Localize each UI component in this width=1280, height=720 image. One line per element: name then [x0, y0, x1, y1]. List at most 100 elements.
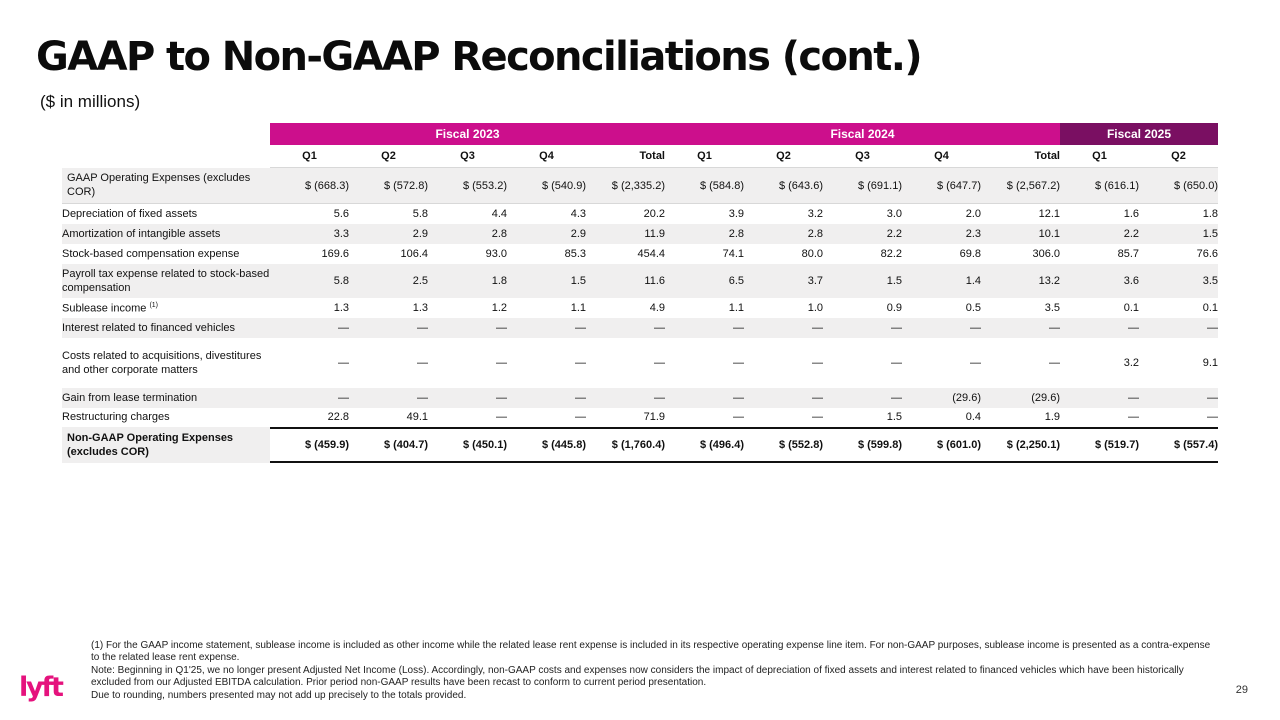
- row-label-text: Non-GAAP Operating Expenses (excludes CO…: [67, 431, 234, 458]
- table-cell: 2.3: [902, 223, 981, 244]
- table-cell: $ (552.8): [744, 426, 823, 463]
- table-cell: $ (404.7): [349, 426, 428, 463]
- table-cell: 13.2: [981, 263, 1060, 298]
- column-header-q1-2024: Q1: [665, 145, 744, 168]
- table-cell: 3.5: [1139, 263, 1218, 298]
- row-label: Depreciation of fixed assets: [62, 204, 270, 224]
- table-cell: —: [1128, 411, 1139, 423]
- column-header-q3-2024: Q3: [823, 145, 902, 168]
- table-cell: 2.2: [823, 223, 902, 244]
- row-label: Restructuring charges: [62, 408, 270, 428]
- adjustment-row: Interest related to financed vehicles — — —…: [62, 317, 1218, 338]
- table-cell: 0.1: [1123, 301, 1139, 314]
- table-cell: 2.5: [349, 263, 428, 298]
- column-header-q4-2024: Q4: [902, 145, 981, 168]
- table-cell: 9.1: [1202, 356, 1218, 369]
- table-cell: —: [654, 356, 665, 369]
- table-cell: —: [981, 317, 1060, 338]
- row-label-text: Stock-based compensation expense: [62, 247, 240, 260]
- table-cell: 2.8: [665, 223, 744, 244]
- table-cell: 0.9: [886, 301, 902, 314]
- table-cell: 0.4: [965, 411, 981, 423]
- table-cell: —: [1139, 387, 1218, 408]
- table-cell: $ (643.6): [744, 167, 823, 204]
- adjustment-row: Sublease income (1) 1.3 1.3 1.2 1.1 4.9 1.1 1.0…: [62, 298, 1218, 318]
- table-cell: 2.8: [428, 223, 507, 244]
- table-cell: —: [507, 387, 586, 408]
- table-cell: 1.2: [491, 301, 507, 314]
- table-cell: 5.6: [333, 207, 349, 220]
- table-cell: —: [1060, 387, 1139, 408]
- table-cell: $ (616.1): [1060, 167, 1139, 204]
- fiscal-2023-header: Fiscal 2023: [270, 123, 665, 145]
- table-cell: 1.1: [728, 301, 744, 314]
- row-label: GAAP Operating Expenses (excludes COR): [62, 167, 270, 204]
- column-header-q1-2023: Q1: [270, 145, 349, 168]
- table-cell: —: [1207, 411, 1218, 423]
- table-cell: $ (1,760.4): [586, 426, 665, 463]
- table-cell: 1.0: [807, 301, 823, 314]
- table-cell: —: [665, 387, 744, 408]
- row-label: Payroll tax expense related to stock-bas…: [62, 263, 270, 298]
- table-cell: —: [1049, 356, 1060, 369]
- table-cell: —: [733, 356, 744, 369]
- table-cell: $ (540.9): [507, 167, 586, 204]
- table-cell: —: [733, 411, 744, 423]
- table-cell: 20.2: [643, 207, 665, 220]
- table-cell: —: [812, 411, 823, 423]
- adjustment-row: Gain from lease termination — — — — — — — — (29.6…: [62, 387, 1218, 408]
- table-cell: 0.5: [965, 301, 981, 314]
- adjustment-row: Costs related to acquisitions, divestitu…: [62, 338, 1218, 388]
- table-cell: $ (572.8): [349, 167, 428, 204]
- table-cell: —: [902, 317, 981, 338]
- table-cell: 2.9: [507, 223, 586, 244]
- table-cell: 76.6: [1196, 247, 1218, 260]
- table-cell: 3.9: [728, 207, 744, 220]
- row-label: Sublease income (1): [62, 298, 270, 318]
- table-cell: —: [428, 317, 507, 338]
- table-cell: —: [338, 356, 349, 369]
- table-cell: —: [970, 356, 981, 369]
- row-label-text: Gain from lease termination: [62, 391, 198, 404]
- table-cell: $ (599.8): [823, 426, 902, 463]
- footnote-note: Note: Beginning in Q1'25, we no longer p…: [91, 664, 1184, 689]
- table-cell: $ (668.3): [270, 167, 349, 204]
- row-label: Stock-based compensation expense: [62, 244, 270, 264]
- table-cell: —: [428, 387, 507, 408]
- table-cell: $ (450.1): [428, 426, 507, 463]
- table-cell: 1.5: [886, 411, 902, 423]
- adjustment-row: Depreciation of fixed assets 5.6 5.8 4.4 4.3…: [62, 204, 1218, 224]
- table-cell: 49.1: [406, 411, 428, 423]
- table-cell: 69.8: [959, 247, 981, 260]
- table-cell: 1.4: [902, 263, 981, 298]
- footnote-ref: (1): [149, 302, 159, 310]
- table-cell: 1.5: [1139, 223, 1218, 244]
- table-cell: 306.0: [1032, 247, 1060, 260]
- column-header-total-2023: Total: [586, 145, 665, 168]
- table-cell: 4.3: [570, 207, 586, 220]
- table-cell: 2.2: [1060, 223, 1139, 244]
- table-cell: —: [744, 317, 823, 338]
- table-cell: $ (553.2): [428, 167, 507, 204]
- non-gaap-total-row: Non-GAAP Operating Expenses (excludes CO…: [62, 426, 1218, 463]
- table-cell: —: [496, 411, 507, 423]
- table-cell: —: [349, 387, 428, 408]
- table-cell: 22.8: [327, 411, 349, 423]
- units-subtitle: ($ in millions): [40, 92, 141, 111]
- page-title: GAAP to Non-GAAP Reconciliations (cont.): [36, 34, 923, 80]
- adjustment-row: Amortization of intangible assets 3.3 2.9 2…: [62, 223, 1218, 244]
- table-cell: —: [575, 411, 586, 423]
- table-cell: —: [823, 317, 902, 338]
- table-cell: 1.8: [428, 263, 507, 298]
- row-label: Interest related to financed vehicles: [62, 317, 270, 338]
- table-cell: —: [823, 387, 902, 408]
- row-label: Amortization of intangible assets: [62, 223, 270, 244]
- table-cell: 2.9: [349, 223, 428, 244]
- row-label-text: GAAP Operating Expenses (excludes COR): [67, 172, 251, 199]
- table-cell: 6.5: [665, 263, 744, 298]
- row-label: Costs related to acquisitions, divestitu…: [62, 338, 270, 388]
- table-cell: 74.1: [722, 247, 744, 260]
- table-cell: —: [575, 356, 586, 369]
- table-cell: 82.2: [880, 247, 902, 260]
- table-cell: —: [270, 387, 349, 408]
